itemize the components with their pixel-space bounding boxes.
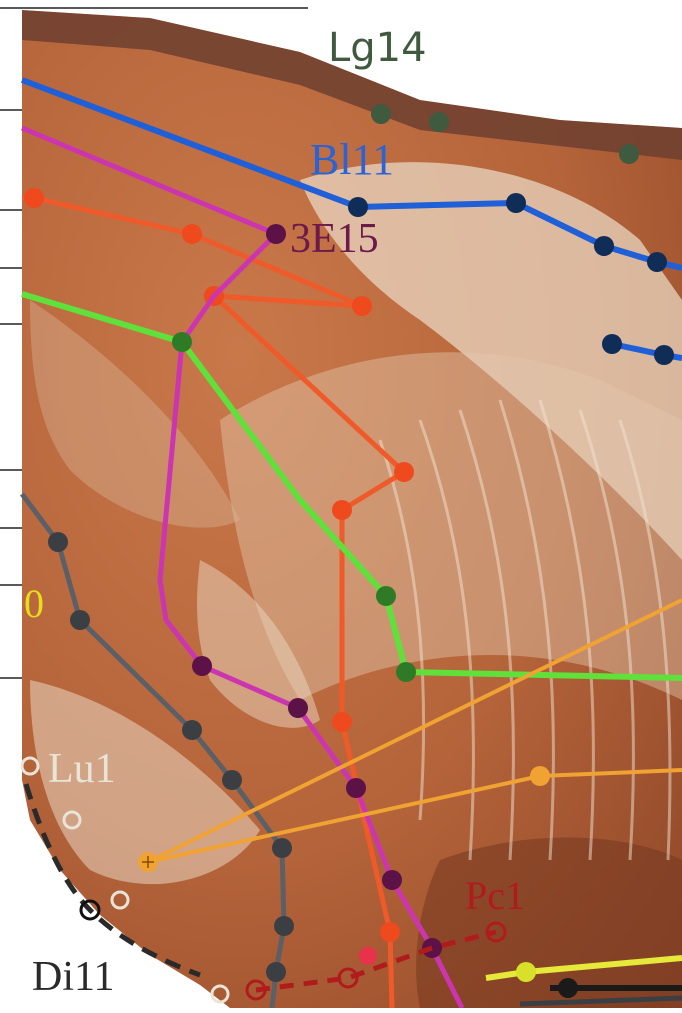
- label-bl11: Bl11: [310, 135, 394, 184]
- orange-point: [352, 296, 372, 316]
- pc-point: [337, 967, 359, 989]
- pc-point: [245, 979, 267, 1001]
- black-meridian: [519, 978, 682, 1007]
- plum-point: [288, 698, 308, 718]
- plum-point: [192, 656, 212, 676]
- lu-point: [62, 810, 82, 830]
- blue-point: [348, 197, 368, 217]
- gray-point: [274, 916, 294, 936]
- blue-point: [594, 236, 614, 256]
- yellow-meridian: [485, 955, 682, 982]
- lu-point: [210, 984, 230, 1004]
- gray-point: [272, 838, 292, 858]
- label-lg14: Lg14: [328, 25, 427, 71]
- label-3e15: 3E15: [290, 216, 379, 262]
- orange-point: [24, 188, 44, 208]
- blue-meridian: [20, 77, 682, 365]
- gray-meridian: [20, 492, 294, 1009]
- orange-point: [332, 712, 352, 732]
- label-pc1: Pc1: [465, 873, 525, 918]
- green-point: [172, 332, 192, 352]
- orange-red-meridian: [22, 188, 414, 1009]
- green-point: [376, 586, 396, 606]
- orange-point: [182, 224, 202, 244]
- frame-lines: [0, 7, 308, 679]
- green-meridian: [21, 291, 682, 682]
- gray-point: [182, 720, 202, 740]
- blue-point: [647, 252, 667, 272]
- blue-point: [506, 193, 526, 213]
- lung-hollow-points: [20, 756, 230, 1004]
- label-di11: Di11: [32, 954, 115, 1000]
- gray-point: [222, 770, 242, 790]
- black-point: [558, 978, 578, 998]
- blue-point: [654, 345, 674, 365]
- lu-point: [110, 890, 130, 910]
- amber-meridian: [138, 598, 682, 872]
- magenta-meridian: [21, 125, 465, 1010]
- gray-point: [70, 610, 90, 630]
- yellow-point: [516, 962, 536, 982]
- red-point: [359, 947, 377, 965]
- plum-point: [382, 870, 402, 890]
- lung-group-points: [371, 104, 639, 164]
- plum-point: [346, 778, 366, 798]
- olive-point: [429, 112, 449, 132]
- green-point: [396, 662, 416, 682]
- label-lu1: Lu1: [48, 746, 116, 792]
- dark-dashed-meridian: [23, 783, 201, 978]
- orange-point: [380, 922, 400, 942]
- blue-point: [602, 334, 622, 354]
- gray-point: [266, 962, 286, 982]
- olive-point: [619, 144, 639, 164]
- orange-point: [394, 462, 414, 482]
- amber-point: [530, 766, 550, 786]
- orange-point: [332, 500, 352, 520]
- plum-point: [266, 224, 286, 244]
- olive-point: [371, 104, 391, 124]
- label-zero: 0: [24, 581, 44, 626]
- gray-point: [48, 532, 68, 552]
- di-point: [79, 899, 101, 921]
- dark-red-dashed-meridian: [245, 921, 507, 1001]
- lu-point: [20, 756, 40, 776]
- pc-point: [485, 921, 507, 943]
